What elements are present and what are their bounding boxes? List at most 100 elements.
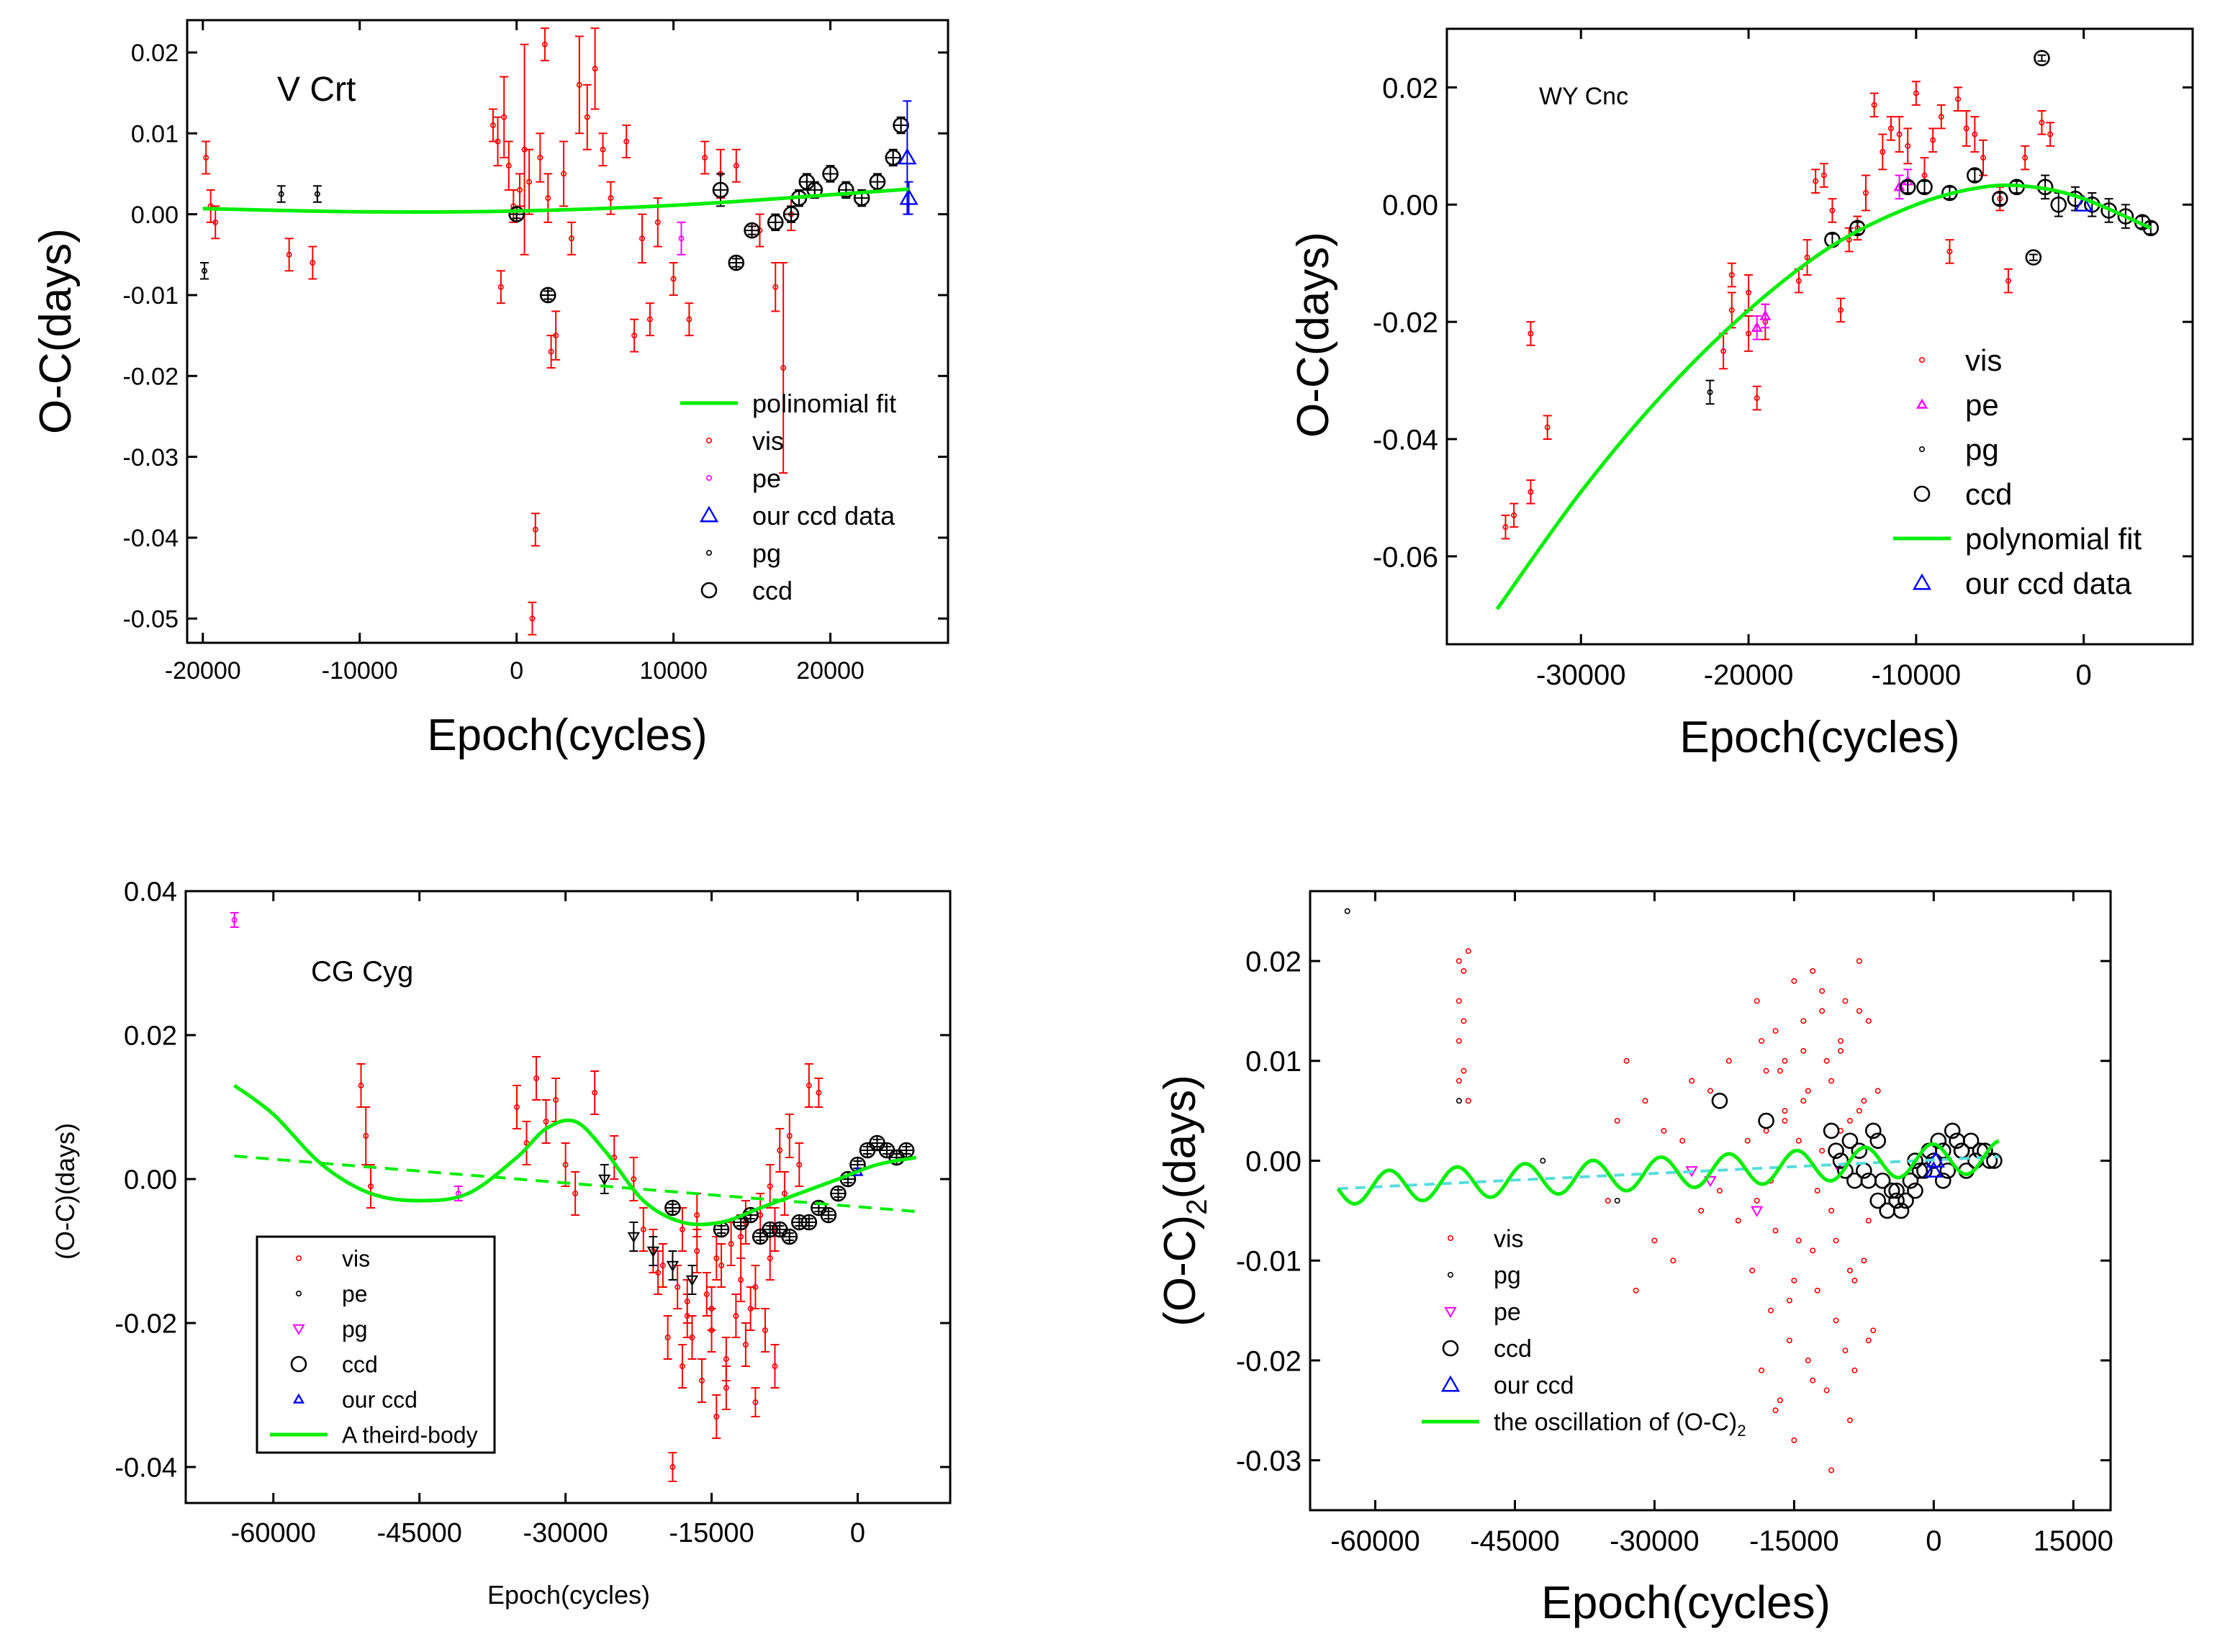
x-axis-label: Epoch(cycles) [487,1580,650,1610]
legend-label: pg [1494,1262,1521,1289]
data-point-vis [1791,1437,1797,1443]
data-point-ccd [1874,1172,1891,1189]
data-point-vis [1851,1277,1858,1283]
legend-marker [1440,1375,1461,1392]
data-point-pg [1344,908,1350,914]
data-point-vis [592,1090,598,1096]
data-point-vis [1856,1008,1862,1014]
x-axis-label: Epoch(cycles) [427,710,707,760]
data-point-vis [816,1090,822,1096]
y-tick-label: 0.02 [1382,73,1438,104]
y-tick-label: -0.02 [114,1309,177,1340]
legend-label-text: vis [1494,1225,1524,1252]
data-point-vis [1871,101,1877,108]
data-point-vis [358,1083,364,1089]
data-point-vis [1828,1078,1835,1084]
data-point-pg [278,191,284,197]
data-point-vis [505,163,512,169]
data-point-ccd [1944,1122,1961,1139]
data-point-ccd [1823,1122,1840,1139]
data-point-pg [1456,1098,1462,1104]
y-tick-label: -0.04 [1373,424,1438,456]
data-point-vis [664,1335,671,1341]
data-point-vis [796,1162,803,1168]
data-point-vis [742,1342,749,1348]
data-point-vis [733,1313,739,1319]
data-point-vis [1810,967,1816,974]
legend: vis pe pg ccd our ccd A theird-body [270,1246,478,1448]
y-tick-label: -0.06 [1373,541,1438,573]
legend-marker [705,437,712,443]
data-point-vis [1842,1348,1849,1354]
x-tick-label: 0 [850,1518,865,1548]
chart-vcrt: -20000 -10000 0 10000 20000 -0.05 -0.04 -0.03 -0… [31,19,949,760]
data-point-vis [1754,394,1760,401]
data-point-vis [631,333,638,339]
data-point-vis [733,163,739,169]
legend-label: ccd [342,1352,378,1378]
data-point-vis [679,1363,685,1370]
legend-marker [290,1355,307,1373]
data-point-vis [1528,330,1534,337]
data-point-ccd [1828,1142,1844,1159]
legend: vis pg pe ccd our ccd the oscillation of (O-C… [1422,1225,1746,1440]
data-marks [230,912,917,1482]
data-point-ccd [2034,50,2050,67]
data-point-vis [1544,424,1551,430]
data-point-vis [1749,1268,1756,1274]
plot-frame [186,19,949,644]
x-tick-label: -15000 [1749,1525,1839,1557]
data-point-vis [526,179,533,185]
data-point-ccd [1892,1202,1910,1219]
legend-marker [705,475,712,482]
data-point-ccd [1758,1112,1774,1129]
data-point-vis [699,1378,705,1384]
data-point-ccd [1888,1182,1905,1199]
data-point-vis [497,284,504,290]
legend-label-text: our ccd [1494,1372,1574,1399]
data-point-pg [1540,1157,1546,1164]
data-point-ccd [1899,179,1916,196]
data-point-vis [1833,1317,1839,1324]
data-point-vis [553,1097,559,1103]
plot-frame [1309,890,2112,1512]
data-point-vis [1461,1018,1467,1024]
data-point-vis [1786,1297,1792,1304]
x-tick-label: 0 [510,657,523,685]
data-point-vis [1846,1118,1853,1124]
data-point-vis [1856,958,1862,965]
axis-ticks: -20000 -10000 0 10000 20000 -0.05 -0.04 -0.03 -0… [123,20,948,685]
data-point-vis [1689,1078,1695,1084]
x-tick-label: 10000 [639,657,708,685]
data-point-ccd [2117,208,2134,225]
data-marks [1336,908,2003,1473]
data-point-vis [1851,1367,1858,1373]
data-point-vis [1786,1337,1792,1344]
data-point-vis [203,154,209,161]
data-point-vis [1777,1068,1783,1074]
data-point-vis [1502,524,1509,531]
data-point-vis [1754,998,1760,1004]
data-point-vis [1805,1088,1811,1094]
data-point-vis [777,1147,783,1154]
data-point-ccd [1939,1163,1957,1179]
data-point-vis [1763,1127,1769,1134]
data-point-vis [1782,1108,1788,1114]
x-axis-label: Epoch(cycles) [1541,1576,1831,1628]
data-point-vis [738,1277,744,1283]
data-point-vis [762,1327,768,1334]
data-point-vis [1728,307,1735,313]
data-point-vis [1846,1268,1853,1274]
data-point-vis [738,1234,744,1240]
legend-label: pg [752,538,781,568]
data-point-pg [685,1275,699,1287]
data-point-vis [1744,1137,1751,1144]
data-point-vis [2022,155,2029,161]
plot-frame [184,890,952,1504]
data-point-vis [684,1299,690,1305]
y-tick-label: -0.04 [114,1453,177,1484]
legend-label: ccd [1494,1335,1532,1363]
data-point-vis [670,276,677,282]
legend-label: vis [1494,1225,1524,1252]
y-axis-label: O-C(days) [31,228,81,434]
